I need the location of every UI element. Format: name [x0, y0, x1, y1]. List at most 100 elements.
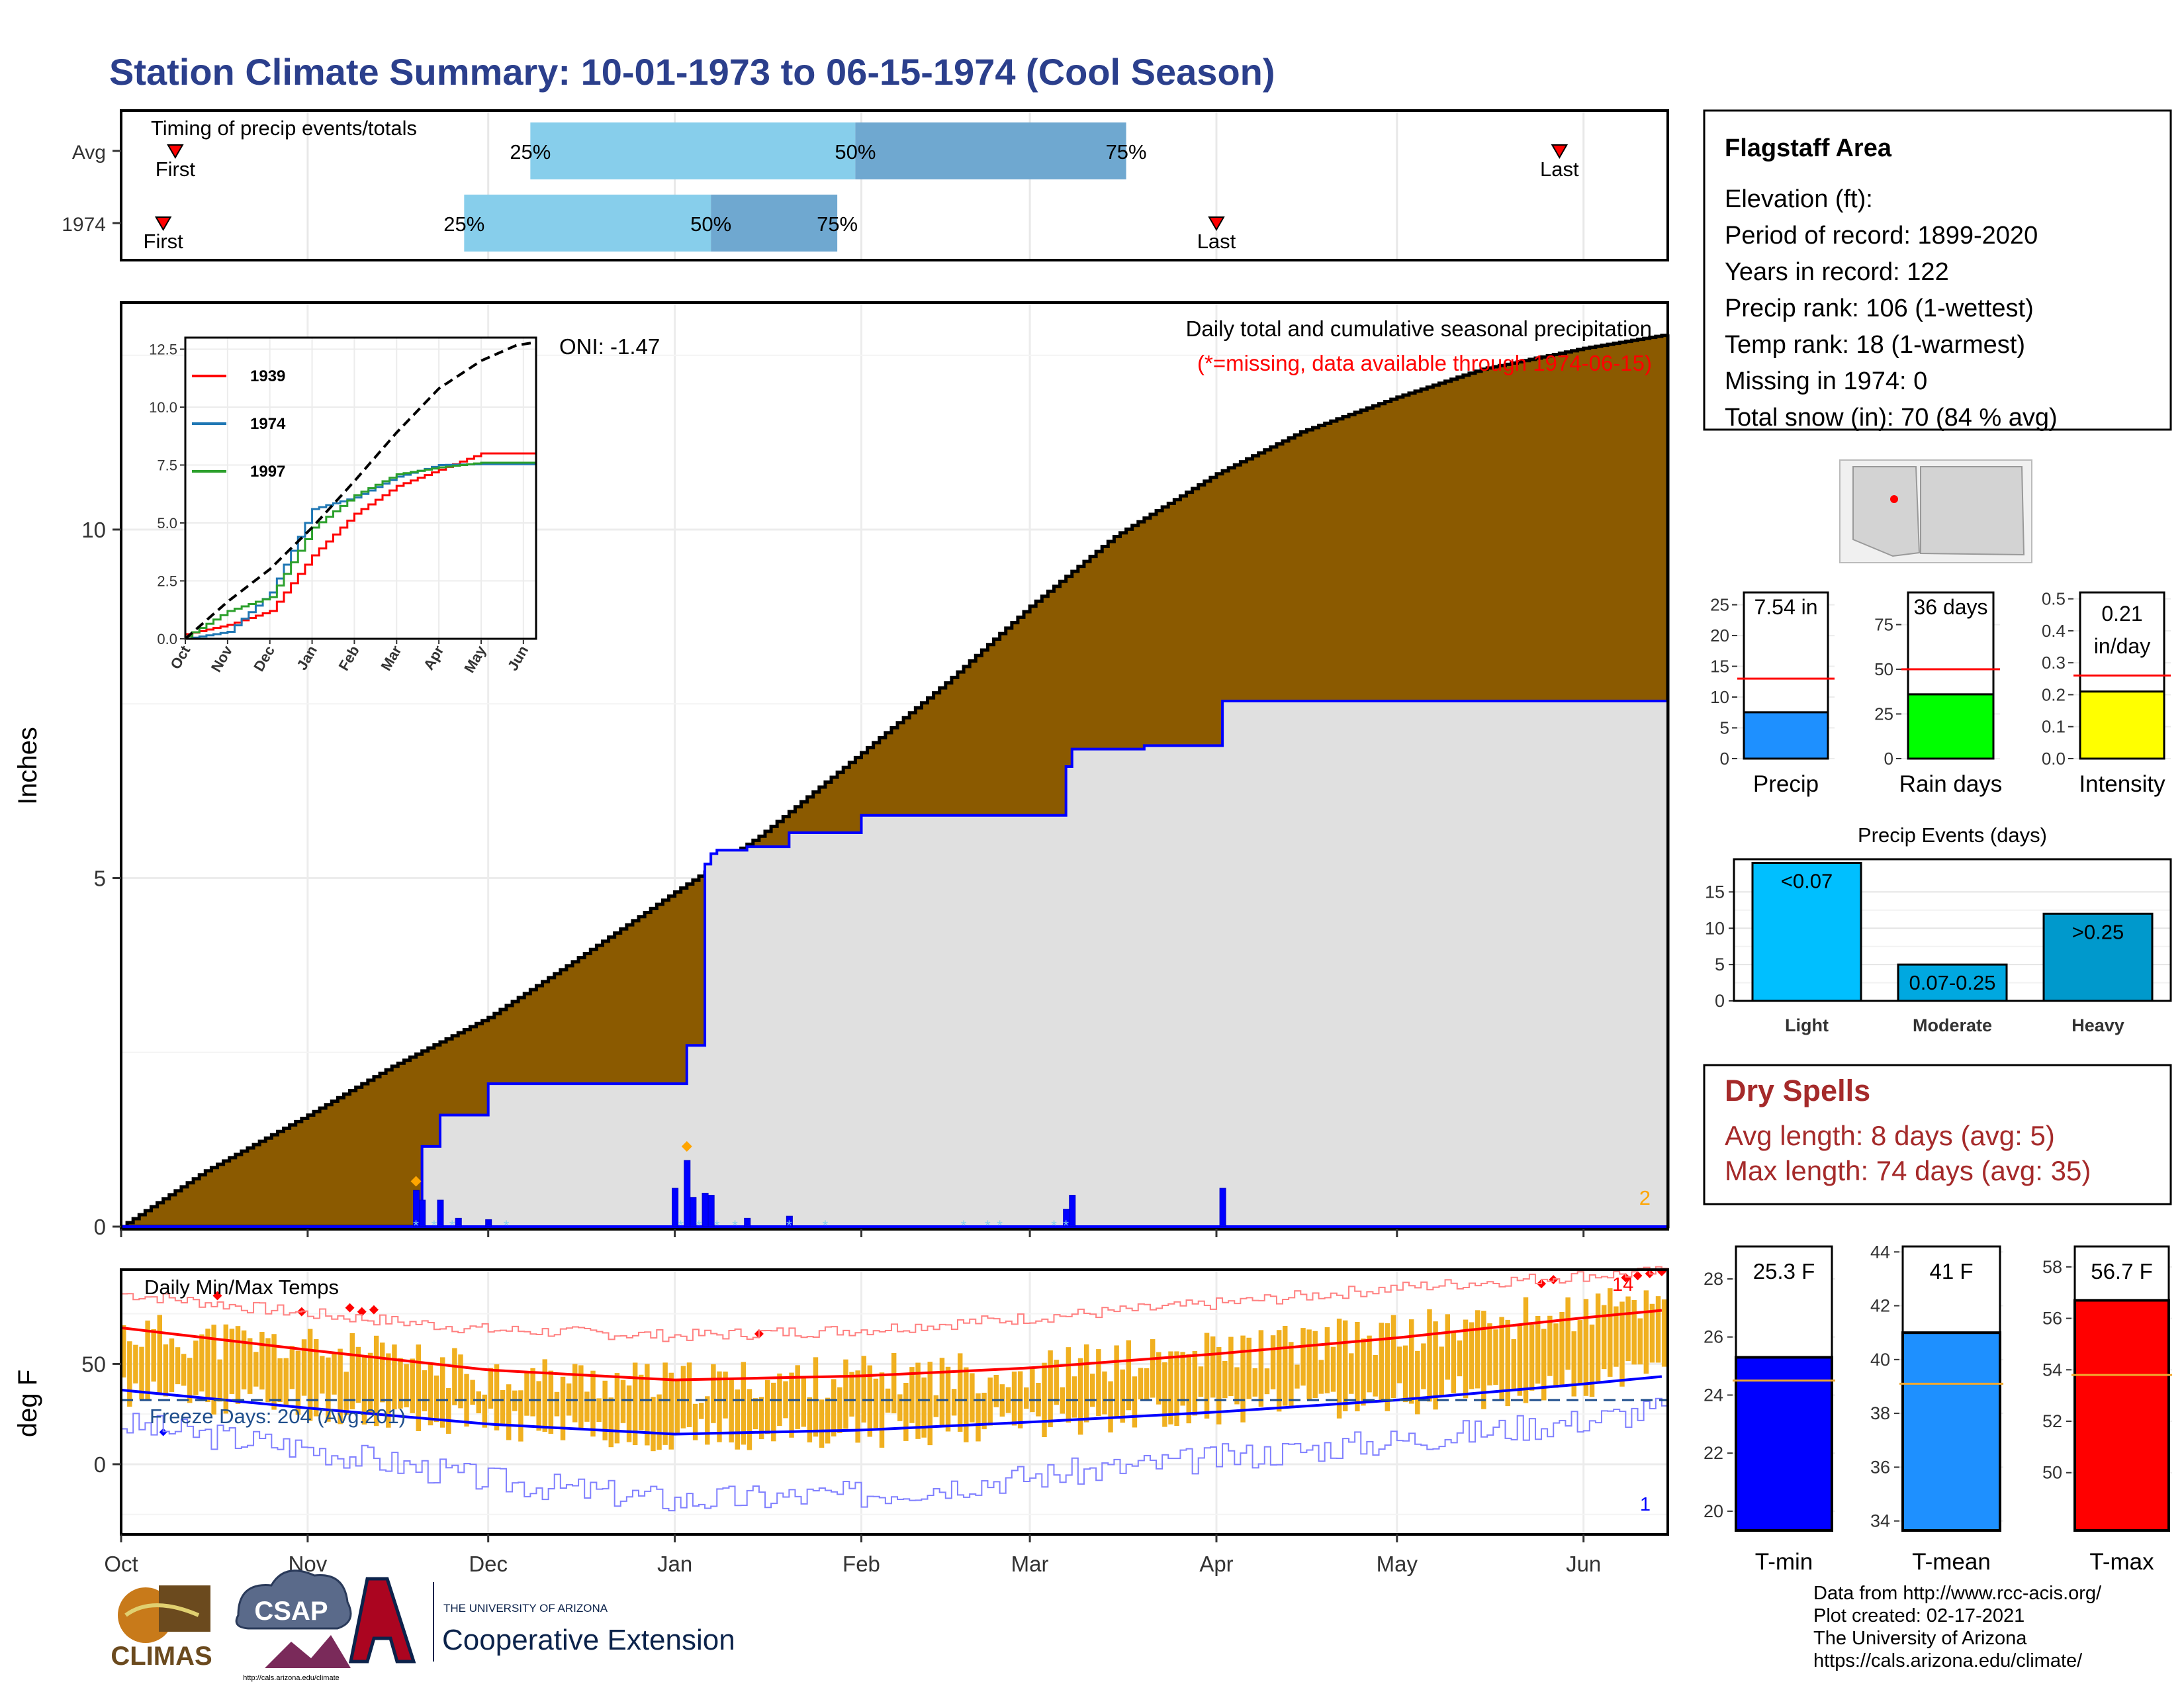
summary-ytick: 0 — [1884, 749, 1893, 769]
summary-bar — [1743, 711, 1829, 760]
daily-temp-bar — [530, 1368, 535, 1417]
daily-temp-bar — [439, 1357, 445, 1428]
daily-temp-bar — [404, 1364, 409, 1407]
precip-summary-bars: 7.54 in 0 5 10 15 20 25 Precip 36 days 0 25 50 75 Rai… — [1710, 589, 2171, 797]
daily-temp-bar — [596, 1398, 602, 1423]
daily-temp-bar — [957, 1353, 963, 1432]
daily-temp-bar — [458, 1354, 463, 1409]
daily-temp-bar — [1565, 1297, 1570, 1370]
record-min-line — [121, 1397, 1668, 1512]
timing-p75: 75% — [1106, 140, 1147, 164]
daily-temp-bar — [909, 1367, 915, 1423]
daily-temp-bar — [771, 1382, 776, 1442]
daily-temp-bar — [1577, 1320, 1583, 1384]
daily-temp-bar — [295, 1350, 301, 1415]
new-mexico-shape — [1920, 466, 2025, 556]
daily-temp-bar — [241, 1330, 247, 1389]
daily-temp-bar — [433, 1375, 439, 1423]
temp-summary-value-box — [2073, 1245, 2170, 1301]
station-info-line: Precip rank: 106 (1-wettest) — [1725, 295, 2034, 322]
dry-spells-avg: Avg length: 8 days (avg: 5) — [1725, 1120, 2055, 1151]
daily-temp-bars — [121, 1267, 1667, 1452]
event-bar-label: 0.07-0.25 — [1909, 971, 1996, 994]
daily-temp-bar — [1306, 1329, 1312, 1400]
temps-xtick: Feb — [842, 1552, 880, 1576]
daily-temp-bar — [590, 1370, 596, 1437]
ua-line: THE UNIVERSITY OF ARIZONA — [443, 1602, 608, 1615]
daily-temp-bar — [1162, 1362, 1167, 1427]
daily-temp-bar — [1252, 1368, 1258, 1397]
daily-temp-bar — [1168, 1351, 1173, 1425]
daily-temp-bar — [879, 1372, 885, 1448]
daily-temp-bar — [1090, 1374, 1095, 1407]
daily-temp-bar — [373, 1335, 379, 1427]
temp-summary-ytick: 56 — [2042, 1309, 2062, 1329]
snow-marker: * — [678, 1217, 684, 1234]
timing-p50: 50% — [690, 212, 731, 236]
year-cumulative-area — [121, 700, 1669, 1228]
station-info-line: Period of record: 1899-2020 — [1725, 222, 2038, 250]
daily-temp-bar — [1427, 1309, 1432, 1402]
temp-summary-ytick: 26 — [1704, 1327, 1723, 1347]
footer-logos: CLIMAS CSAP http://cals.arizona.edu/clim… — [111, 1570, 735, 1682]
daily-precip-bar — [1219, 1188, 1226, 1227]
daily-temp-bar — [831, 1379, 837, 1436]
daily-temp-bar — [1421, 1343, 1426, 1389]
credit-line: Plot created: 02-17-2021 — [1813, 1605, 2025, 1626]
daily-temp-bar — [717, 1371, 722, 1442]
daily-temp-bar — [1373, 1355, 1378, 1397]
daily-temp-bar — [843, 1359, 848, 1429]
credit-line: Data from http://www.rcc-acis.org/ — [1813, 1583, 2102, 1604]
inset-ytick: 5.0 — [157, 515, 177, 532]
daily-temp-bar — [1463, 1319, 1469, 1399]
temps-xtick: Jan — [657, 1552, 692, 1576]
daily-temp-bar — [651, 1397, 656, 1452]
daily-temp-bar — [1451, 1331, 1457, 1393]
daily-temp-bar — [735, 1389, 740, 1450]
daily-temp-bar — [1541, 1329, 1547, 1401]
daily-temp-bar — [223, 1324, 229, 1414]
daily-temp-bar — [1234, 1367, 1240, 1405]
timing-panel: Timing of precip events/totals Avg 25% 50%… — [62, 109, 1669, 261]
daily-temp-bar — [175, 1347, 181, 1385]
daily-temp-bar — [795, 1365, 800, 1429]
daily-temp-bar — [614, 1373, 620, 1444]
summary-ytick: 0.4 — [2042, 621, 2066, 641]
daily-temp-bar — [332, 1353, 337, 1395]
daily-precip-bars — [410, 1141, 1226, 1227]
daily-temp-bar — [674, 1380, 680, 1434]
daily-temp-bar — [1024, 1387, 1029, 1409]
daily-temp-bar — [1625, 1296, 1631, 1362]
daily-temp-bar — [639, 1374, 644, 1430]
summary-ytick: 0.2 — [2042, 684, 2066, 704]
timing-last-label: Last — [1197, 230, 1236, 253]
timing-bar-50-75 — [711, 195, 838, 252]
daily-temp-bar — [807, 1397, 813, 1442]
daily-temp-bar — [897, 1394, 903, 1421]
daily-temp-bar — [181, 1354, 187, 1386]
missing-note: (*=missing, data available through 1974-… — [1197, 351, 1652, 375]
station-info-box: Flagstaff Area Elevation (ft): Period of … — [1703, 109, 2172, 432]
daily-temp-bar — [1186, 1354, 1191, 1424]
inset-xtick: Mar — [377, 643, 404, 674]
daily-temp-bar — [1216, 1346, 1222, 1425]
daily-temp-bar — [891, 1352, 897, 1414]
precip-events-title: Precip Events (days) — [1858, 823, 2047, 847]
daily-temp-bar — [338, 1348, 343, 1425]
daily-temp-bar — [494, 1364, 500, 1430]
inset-legend-label: 1974 — [250, 415, 286, 433]
daily-temp-bar — [367, 1352, 373, 1413]
daily-temp-bar — [764, 1380, 770, 1434]
daily-temp-bar — [1631, 1299, 1637, 1365]
daily-temp-bar — [343, 1372, 349, 1415]
daily-temp-bar — [686, 1362, 692, 1427]
daily-temp-bar — [470, 1380, 475, 1405]
snow-marker: * — [961, 1217, 967, 1234]
temp-summary-ytick: 58 — [2042, 1257, 2062, 1277]
daily-temp-bar — [680, 1366, 686, 1429]
daily-temp-bar — [1535, 1315, 1541, 1384]
daily-temp-bar — [1222, 1361, 1228, 1399]
daily-temp-bar — [1379, 1323, 1384, 1401]
event-bar-label: <0.07 — [1781, 869, 1833, 892]
summary-value: 7.54 in — [1754, 595, 1817, 619]
